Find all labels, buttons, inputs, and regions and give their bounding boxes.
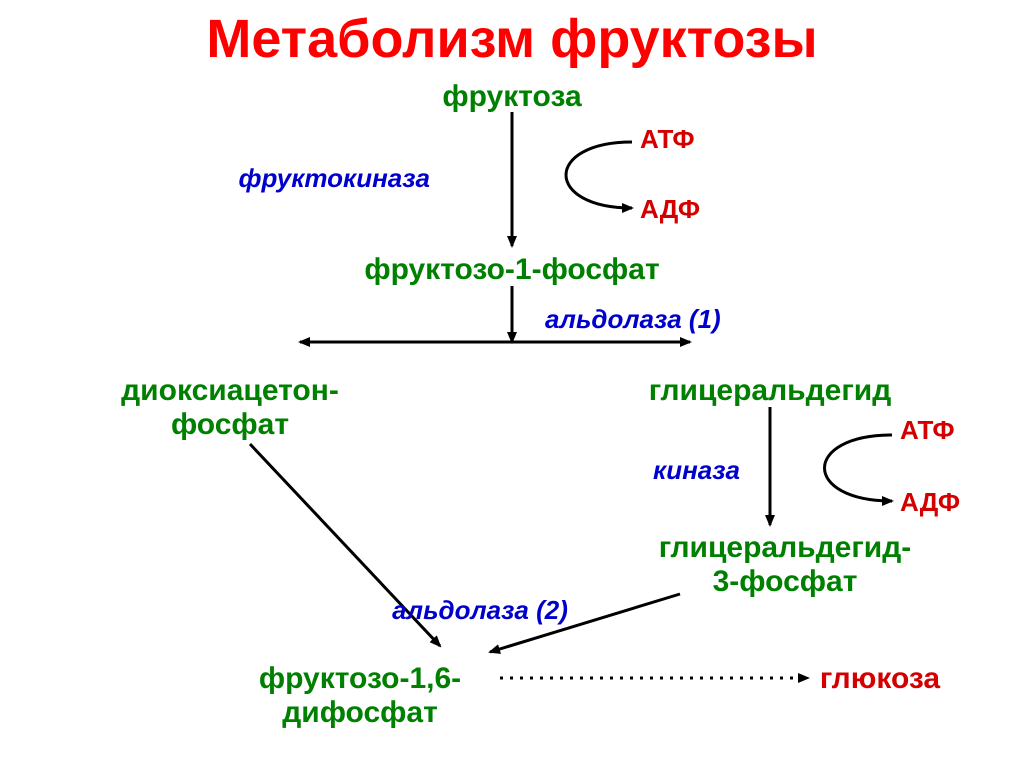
node-f16bp2: дифосфат xyxy=(282,696,438,731)
node-f1p: фруктозо-1-фосфат xyxy=(364,253,659,288)
node-adp2: АДФ xyxy=(900,488,960,518)
node-fructose: фруктоза xyxy=(442,80,581,115)
node-atp2: АТФ xyxy=(900,416,955,446)
node-aldolase2: альдолаза (2) xyxy=(392,596,568,626)
node-dhap2: фосфат xyxy=(171,408,289,443)
node-glucose: глюкоза xyxy=(820,662,940,697)
node-aldolase1: альдолаза (1) xyxy=(545,305,721,335)
diagram-title: Метаболизм фруктозы xyxy=(0,8,1024,70)
node-f16bp1: фруктозо-1,6- xyxy=(259,662,461,697)
node-g3p2: 3-фосфат xyxy=(713,565,858,600)
node-dhap1: диоксиацетон- xyxy=(121,374,339,409)
title-text: Метаболизм фруктозы xyxy=(206,9,817,69)
node-kinase: киназа xyxy=(0,456,740,486)
diagram-stage: Метаболизм фруктозы фруктоза АТФ АДФ фрукто… xyxy=(0,0,1024,767)
node-g3p1: глицеральдегид- xyxy=(659,531,912,566)
node-gald: глицеральдегид xyxy=(649,374,892,409)
node-atp1: АТФ xyxy=(640,125,695,155)
node-fructokinase: фруктокиназа xyxy=(0,164,430,194)
node-adp1: АДФ xyxy=(640,195,700,225)
